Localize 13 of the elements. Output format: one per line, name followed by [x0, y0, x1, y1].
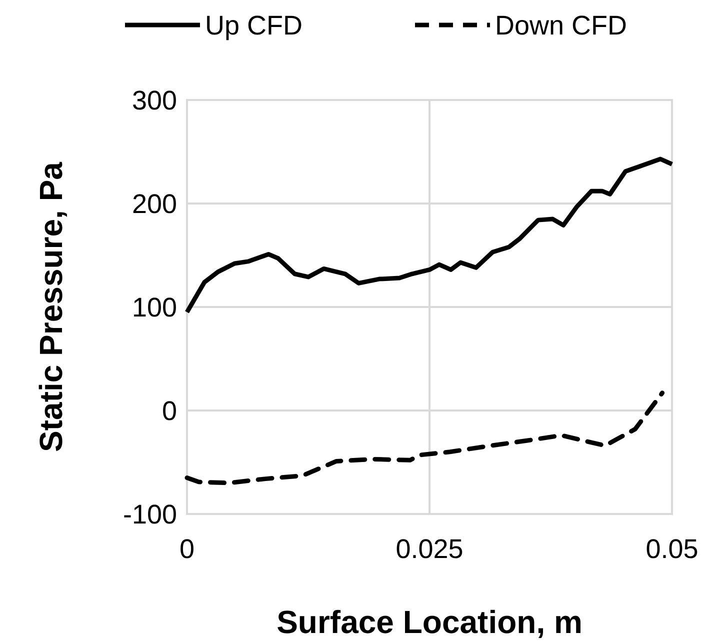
legend-label: Up CFD	[205, 10, 303, 40]
y-tick-label: 100	[132, 292, 177, 322]
y-tick-label: -100	[122, 499, 177, 530]
y-tick-label: 200	[132, 188, 177, 219]
y-axis-title: Static Pressure, Pa	[33, 162, 69, 452]
legend-label: Down CFD	[495, 10, 628, 40]
line-series	[184, 156, 674, 314]
x-axis-title: Surface Location, m	[276, 604, 582, 640]
x-tick-label: 0.05	[646, 534, 698, 564]
line-series	[184, 390, 665, 486]
y-tick-label: 0	[162, 396, 177, 426]
x-tick-label: 0.025	[396, 534, 464, 564]
y-tick-label: 300	[132, 85, 177, 116]
